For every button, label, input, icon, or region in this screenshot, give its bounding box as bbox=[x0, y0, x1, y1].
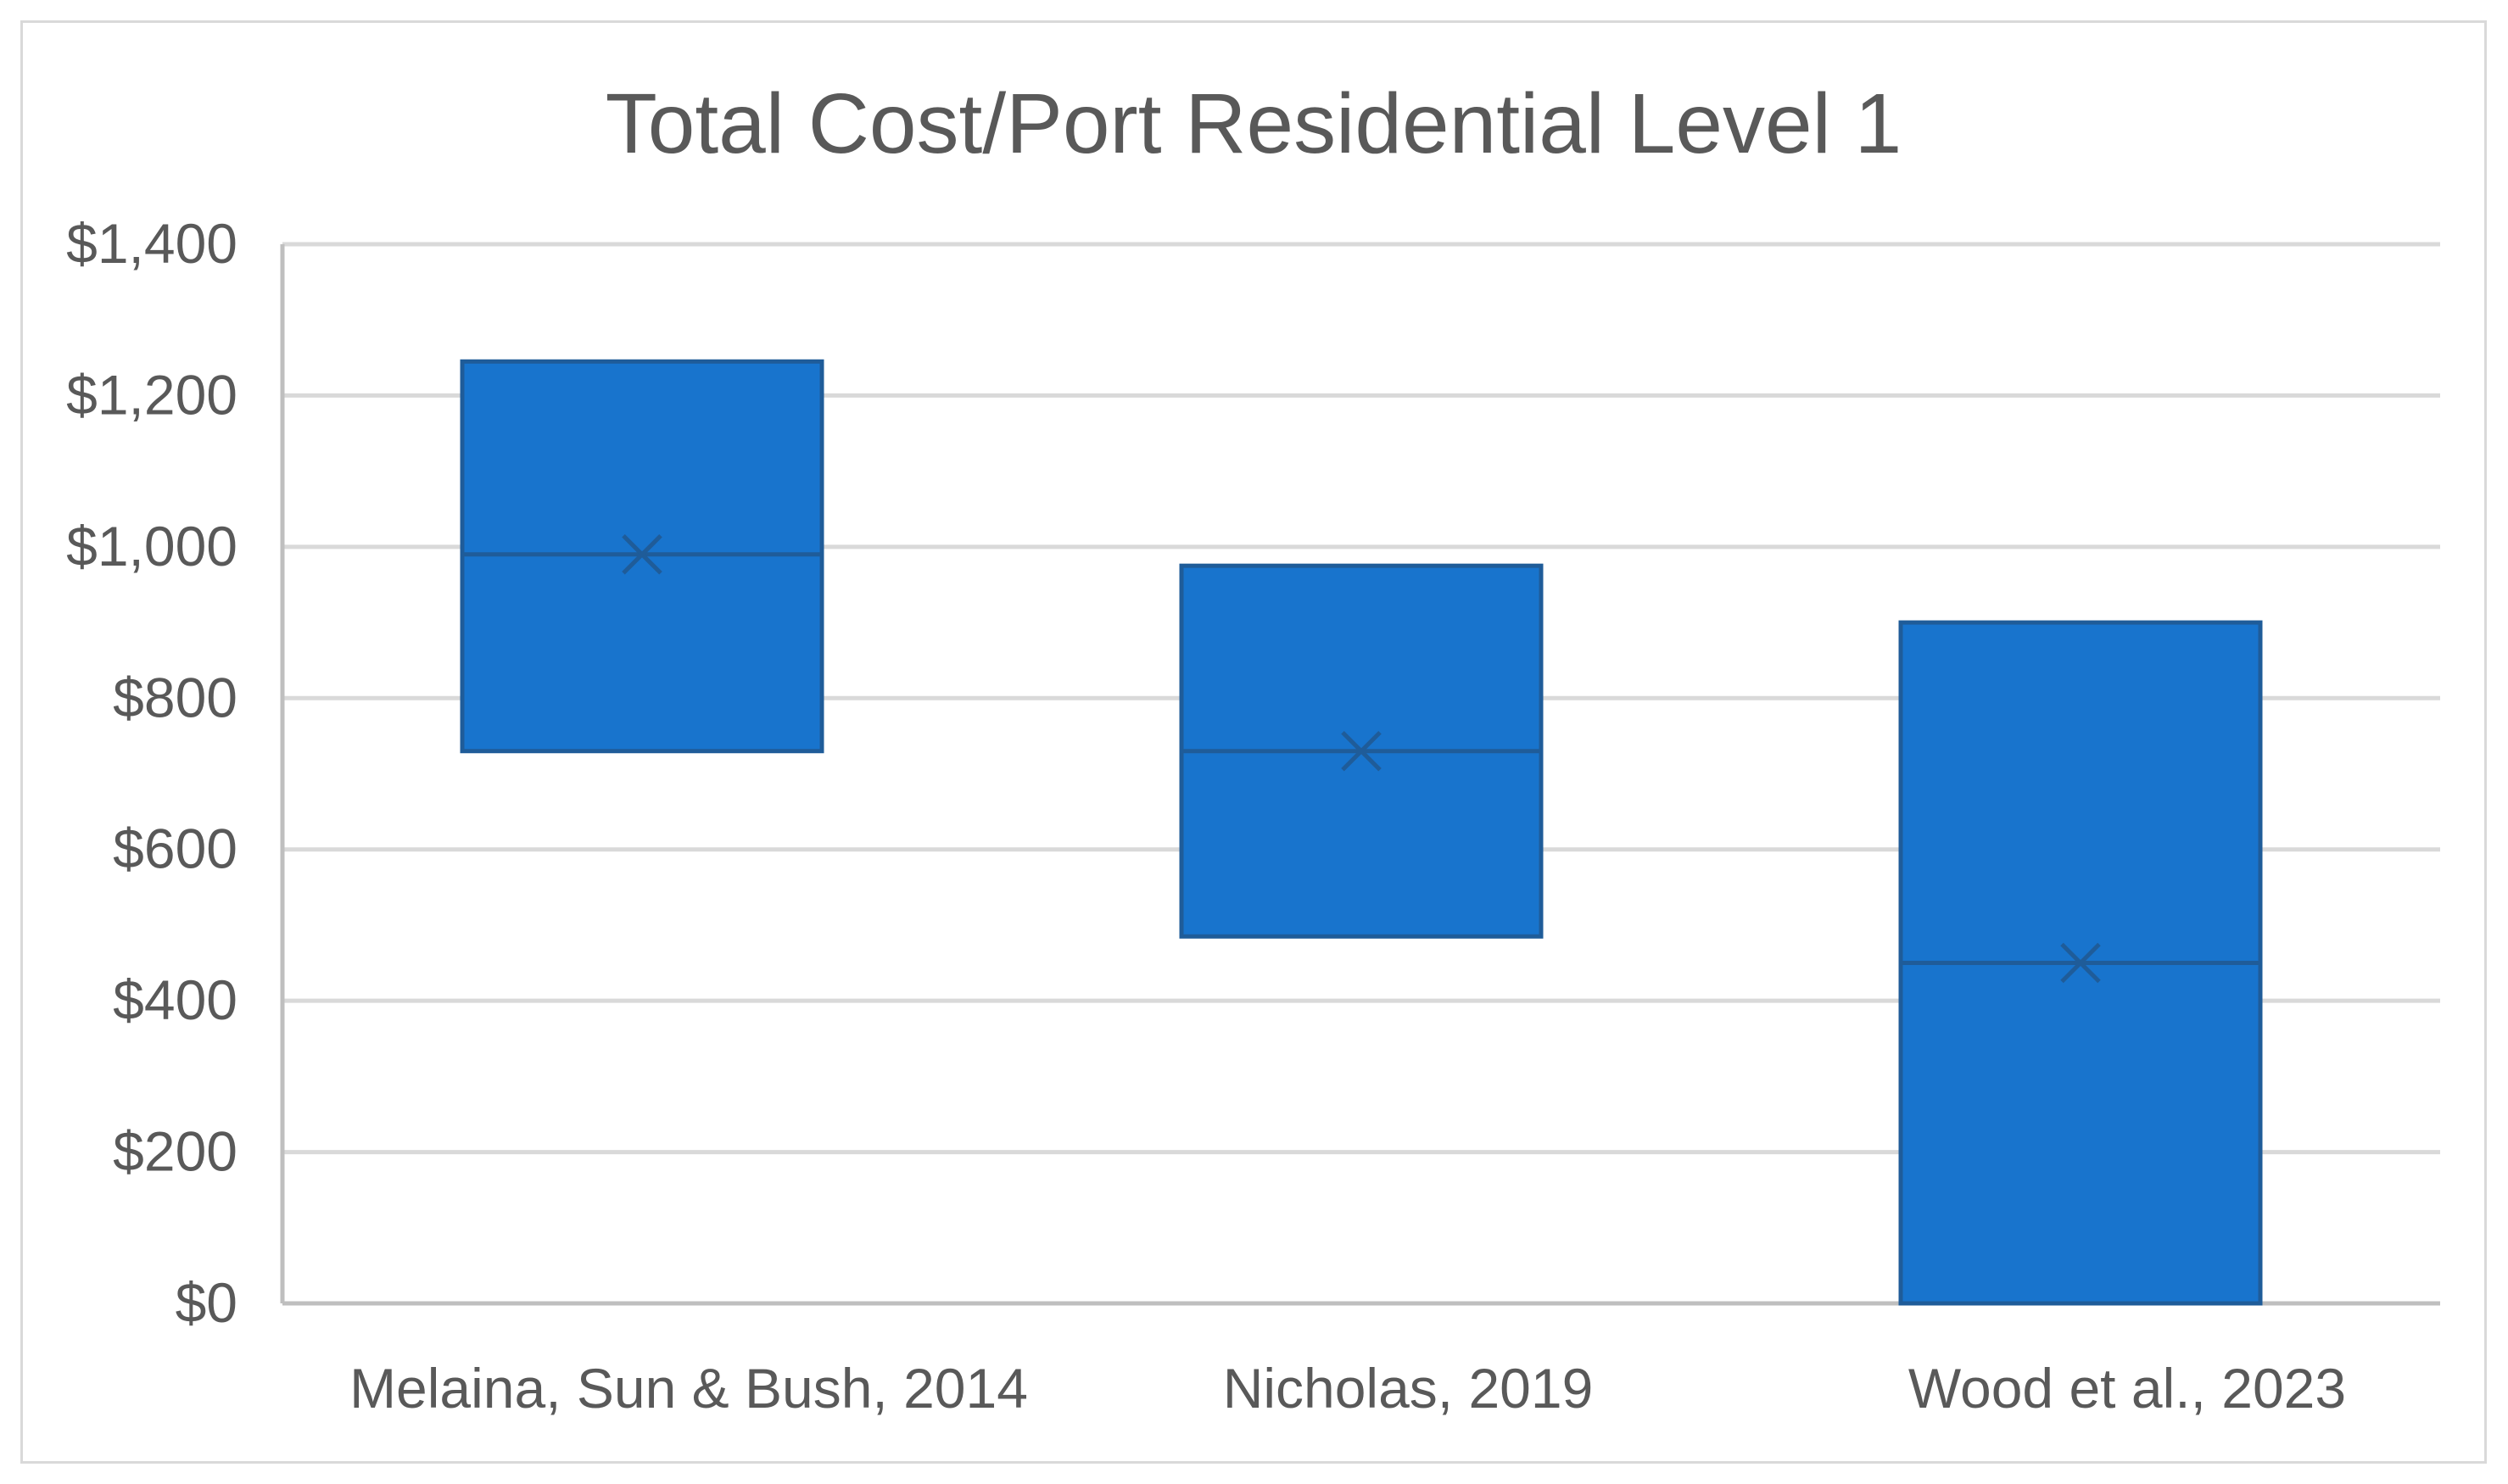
y-tick-label: $200 bbox=[113, 1120, 237, 1183]
y-tick-label: $1,200 bbox=[66, 363, 237, 426]
mean-marker bbox=[2060, 942, 2101, 984]
mean-marker-stroke bbox=[2060, 942, 2101, 984]
mean-marker-stroke bbox=[622, 534, 662, 575]
y-tick-label: $800 bbox=[113, 666, 237, 728]
y-tick-label: $0 bbox=[176, 1271, 237, 1334]
x-category-label: Nicholas, 2019 bbox=[1223, 1357, 1594, 1420]
box-group bbox=[460, 359, 824, 754]
y-axis-ticks: $0 $200 $400 $600 $800 $1,000 $1,200 $1,400 bbox=[66, 212, 237, 1334]
mean-marker bbox=[1341, 730, 1382, 772]
box-group bbox=[1898, 620, 2263, 1306]
x-axis-categories: Melaina, Sun & Bush, 2014 Nicholas, 2019 W… bbox=[349, 1357, 2346, 1420]
y-tick-label: $1,400 bbox=[66, 212, 237, 275]
box-group bbox=[1179, 563, 1544, 939]
y-tick-label: $1,000 bbox=[66, 515, 237, 577]
x-category-label: Wood et al., 2023 bbox=[1908, 1357, 2346, 1420]
x-category-label: Melaina, Sun & Bush, 2014 bbox=[349, 1357, 1028, 1420]
chart-title: Total Cost/Port Residential Level 1 bbox=[606, 76, 1902, 171]
mean-marker bbox=[622, 534, 662, 575]
mean-marker-stroke bbox=[1341, 730, 1382, 772]
y-tick-label: $400 bbox=[113, 968, 237, 1031]
box-series bbox=[460, 359, 2263, 1306]
y-tick-label: $600 bbox=[113, 817, 237, 880]
